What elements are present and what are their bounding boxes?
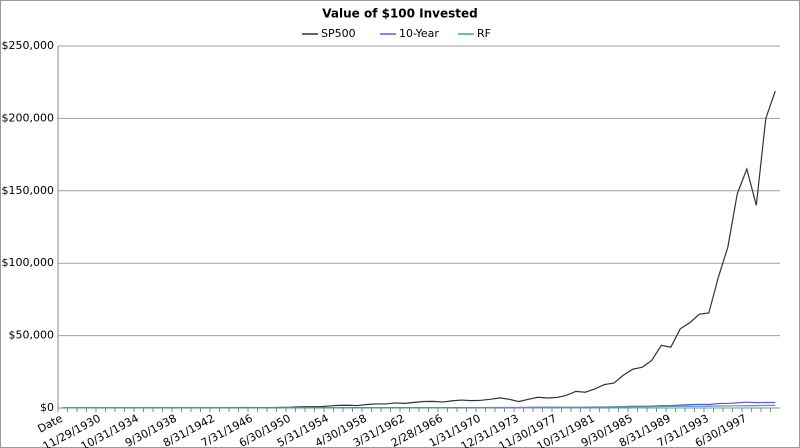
- y-tick-label: $200,000: [2, 111, 55, 124]
- legend-label: 10-Year: [399, 27, 439, 40]
- chart-title: Value of $100 Invested: [322, 7, 478, 21]
- y-tick-label: $100,000: [2, 256, 55, 269]
- y-tick-label: $0: [40, 401, 54, 414]
- y-tick-label: $250,000: [2, 39, 55, 52]
- y-tick-label: $50,000: [9, 329, 55, 342]
- legend-label: SP500: [321, 27, 356, 40]
- series-line: [62, 404, 776, 409]
- y-tick-label: $150,000: [2, 184, 55, 197]
- legend-label: RF: [477, 27, 491, 40]
